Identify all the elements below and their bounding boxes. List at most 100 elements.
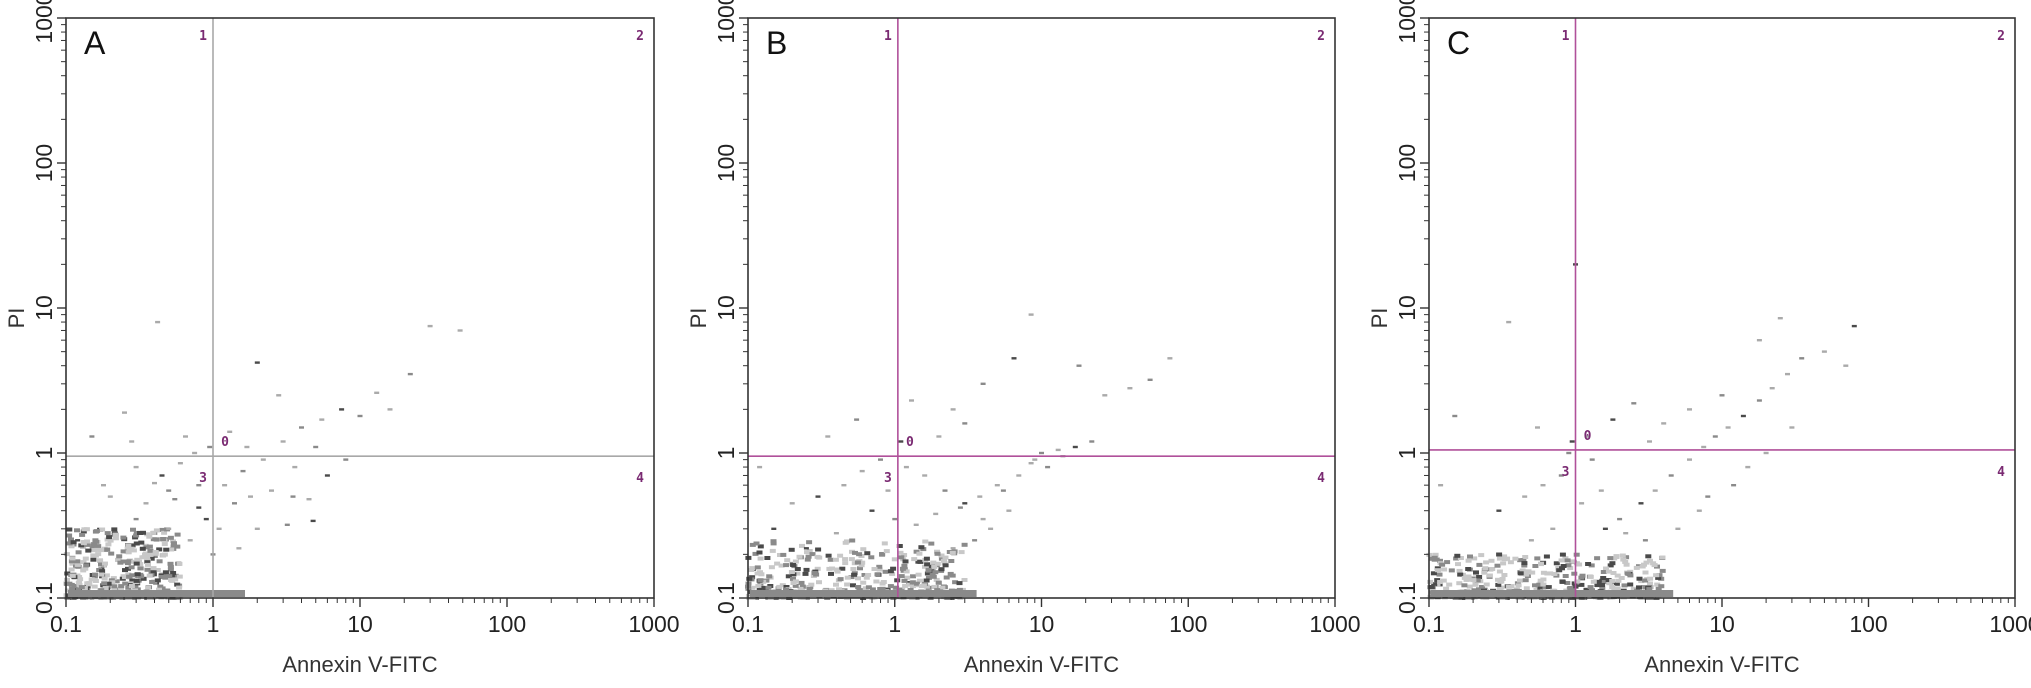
density-cell <box>132 584 139 589</box>
density-cell <box>783 587 789 592</box>
density-cell <box>166 574 173 579</box>
data-point <box>1039 451 1044 455</box>
data-point <box>222 484 228 487</box>
density-cell <box>902 559 909 564</box>
density-cell <box>1465 558 1472 563</box>
density-cell <box>757 578 764 583</box>
density-cell <box>798 580 805 585</box>
data-point <box>339 408 345 411</box>
data-point <box>1032 458 1038 461</box>
density-cell <box>64 588 71 593</box>
density-cell <box>1614 586 1621 591</box>
density-cell <box>113 532 119 537</box>
data-point <box>240 469 246 473</box>
density-cell <box>1600 570 1607 574</box>
data-point <box>1011 357 1017 360</box>
density-cell <box>887 569 894 574</box>
density-cell <box>790 576 796 581</box>
density-cell <box>903 569 910 574</box>
data-point <box>343 458 349 461</box>
data-point <box>232 502 237 505</box>
density-cell <box>1465 567 1472 571</box>
density-cell <box>106 535 113 540</box>
data-point <box>1687 458 1692 461</box>
density-cell <box>69 556 76 561</box>
density-cell <box>849 538 856 543</box>
x-tick-label: 100 <box>1169 611 1207 637</box>
data-point <box>244 445 250 449</box>
density-cell <box>918 545 925 550</box>
data-point <box>166 489 172 492</box>
density-cell <box>144 559 151 564</box>
y-tick-label: 100 <box>1394 144 1420 182</box>
density-cell <box>160 537 167 541</box>
density-cell <box>825 553 832 558</box>
density-cell <box>1642 578 1649 583</box>
density-cell <box>1434 582 1441 587</box>
density-cell <box>1558 558 1565 563</box>
density-cell <box>64 577 70 582</box>
density-cell <box>113 579 120 584</box>
density-cell <box>126 574 133 579</box>
density-cell <box>803 567 810 572</box>
density-cell <box>97 559 104 563</box>
density-cell <box>75 550 82 555</box>
density-cell <box>1601 579 1608 584</box>
density-cell <box>120 549 127 554</box>
data-point <box>1745 465 1751 469</box>
quadrant-label: 1 <box>884 29 892 44</box>
density-cell <box>1587 574 1594 579</box>
density-cell <box>924 571 931 576</box>
density-cell <box>765 585 772 590</box>
density-cell <box>84 542 91 547</box>
density-cell <box>1473 570 1479 575</box>
density-cell <box>1471 556 1478 561</box>
density-cell <box>80 529 87 534</box>
data-point <box>1528 539 1534 542</box>
density-cell <box>163 547 170 552</box>
density-cell <box>1453 556 1460 561</box>
density-cell <box>1437 580 1444 584</box>
density-cell <box>1583 587 1590 592</box>
density-cell <box>1544 571 1551 576</box>
density-cell <box>1476 587 1482 592</box>
density-cell <box>1512 556 1519 561</box>
density-cell <box>120 535 127 540</box>
density-cell <box>811 571 818 575</box>
density-cell <box>129 573 136 578</box>
density-cell <box>1590 579 1597 584</box>
density-cell <box>902 583 909 588</box>
density-cell <box>770 541 777 546</box>
data-point <box>1652 489 1658 492</box>
density-cell <box>938 553 945 558</box>
density-cell <box>1448 568 1455 573</box>
x-axis-title: Annexin V-FITC <box>1644 652 1799 677</box>
density-cell <box>889 571 896 576</box>
density-cell <box>1627 582 1634 587</box>
density-cell <box>1636 576 1643 581</box>
density-cell <box>1615 578 1622 583</box>
density-cell <box>63 552 70 557</box>
density-cell <box>1567 566 1574 571</box>
density-cell <box>133 541 140 546</box>
data-point <box>1661 422 1667 425</box>
density-cell <box>167 567 174 572</box>
density-cell <box>129 578 136 583</box>
density-cell <box>882 569 889 574</box>
density-cell <box>898 555 905 560</box>
data-point <box>1701 445 1707 449</box>
y-tick-label: 0.1 <box>31 582 57 614</box>
density-cell <box>915 572 922 577</box>
density-cell <box>1495 582 1502 587</box>
density-cell <box>1633 565 1640 570</box>
density-cell <box>833 582 839 587</box>
density-cell <box>890 566 897 571</box>
density-cell <box>176 585 183 590</box>
data-point <box>859 469 865 473</box>
density-cell <box>1659 555 1666 560</box>
baseline-events <box>1431 590 1674 597</box>
density-cell <box>790 563 797 567</box>
density-cell <box>1607 563 1614 568</box>
density-cell <box>1432 552 1439 557</box>
x-tick-label: 10 <box>1029 611 1055 637</box>
